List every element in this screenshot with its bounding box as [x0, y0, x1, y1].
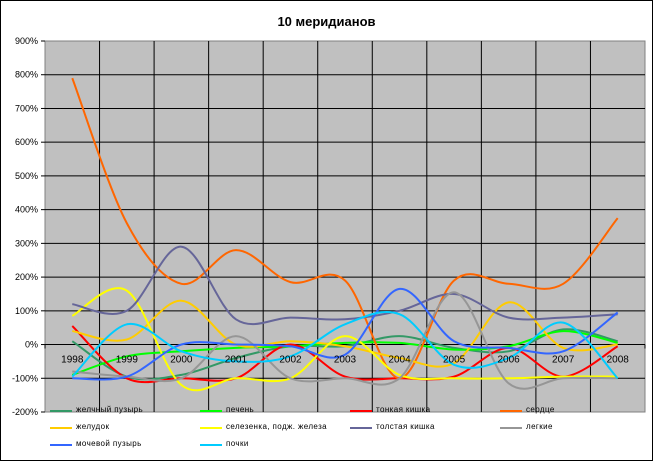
legend-label: сердце [526, 405, 555, 414]
legend-swatch [50, 444, 72, 446]
series-line [71, 325, 619, 384]
series-line [72, 291, 618, 390]
x-tick-label: 2002 [279, 355, 302, 366]
legend-label: желчный пузырь [76, 405, 144, 414]
legend-swatch [50, 427, 72, 429]
y-tick-label: 300% [15, 238, 38, 248]
chart-title: 10 меридианов [277, 14, 376, 29]
legend-label: тонкая кишка [376, 405, 431, 414]
legend-swatch [500, 427, 522, 429]
legend-swatch [500, 410, 522, 412]
legend-label: толстая кишка [376, 422, 435, 431]
legend-label: печень [226, 405, 255, 414]
y-tick-label: 100% [15, 306, 38, 316]
x-tick-label: 2000 [170, 355, 193, 366]
y-tick-label: 500% [15, 171, 38, 181]
legend-swatch [200, 444, 222, 446]
legend-label: почки [226, 439, 249, 448]
y-tick-label: -200% [12, 407, 38, 417]
y-tick-label: 600% [15, 137, 38, 147]
series-line [71, 287, 618, 392]
y-tick-label: 800% [15, 70, 38, 80]
legend-label: желудок [76, 422, 110, 431]
y-tick-label: 0% [25, 340, 38, 350]
y-tick-label: 900% [15, 36, 38, 46]
x-tick-label: 2006 [498, 355, 521, 366]
legend-label: мочевой пузырь [76, 439, 142, 448]
series-line [72, 287, 619, 381]
legend-swatch [350, 410, 372, 412]
y-tick-label: 200% [15, 272, 38, 282]
y-tick-label: 700% [15, 103, 38, 113]
legend-swatch [50, 410, 72, 412]
x-tick-label: 1998 [61, 355, 84, 366]
y-tick-label: 400% [15, 205, 38, 215]
legend-swatch [200, 427, 222, 429]
legend-swatch [200, 410, 222, 412]
series-line [72, 245, 618, 326]
x-tick-label: 2008 [607, 355, 630, 366]
series-line [72, 299, 618, 368]
legend-label: легкие [526, 422, 553, 431]
x-tick-label: 2001 [225, 355, 248, 366]
legend-swatch [350, 427, 372, 429]
x-tick-label: 2004 [388, 355, 411, 366]
x-tick-label: 2003 [334, 355, 357, 366]
chart-legend: желчный пузырь печень тонкая кишка сердце же… [50, 403, 640, 455]
x-tick-label: 2007 [552, 355, 575, 366]
x-tick-label: 2005 [443, 355, 466, 366]
series-line [71, 77, 619, 380]
legend-label: селезенка, подж. железа [226, 422, 328, 431]
x-tick-label: 1999 [116, 355, 139, 366]
plot-area [44, 40, 646, 413]
y-tick-label: -100% [12, 373, 38, 383]
series-line [71, 310, 619, 379]
